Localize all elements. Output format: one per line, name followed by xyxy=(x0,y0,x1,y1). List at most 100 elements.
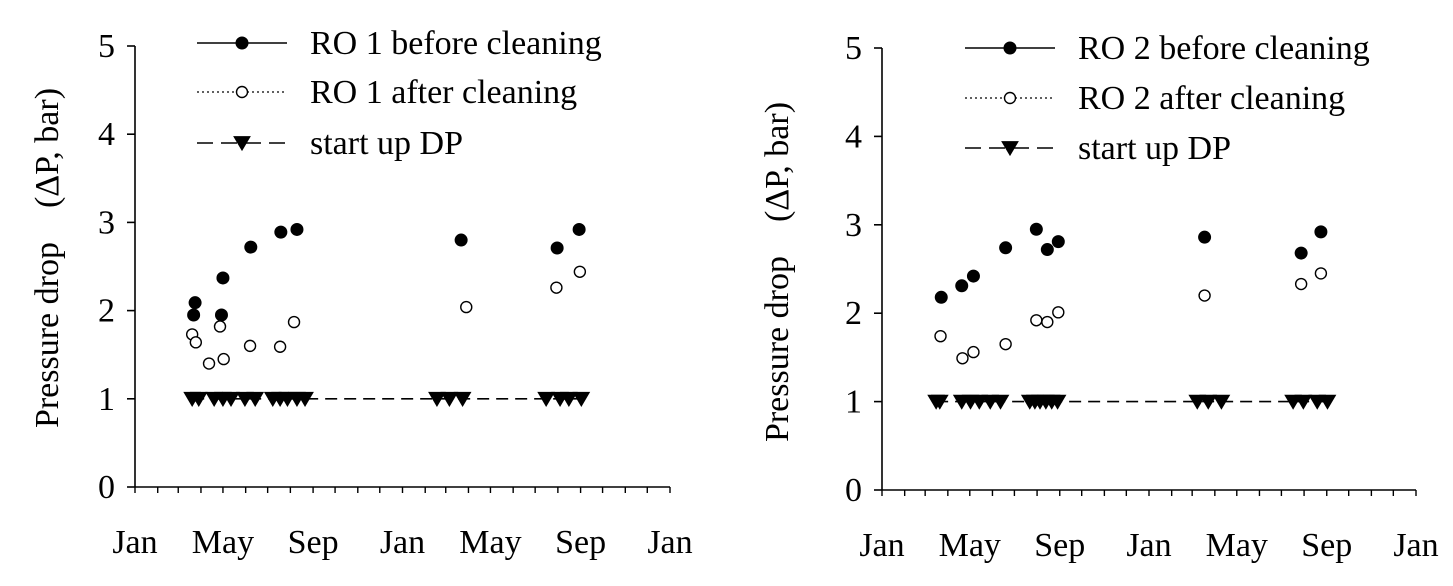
legend-marker xyxy=(235,85,249,99)
legend-label: RO 1 before cleaning xyxy=(310,25,602,62)
data-point xyxy=(1188,394,1207,410)
data-point xyxy=(244,240,258,254)
data-point xyxy=(1212,394,1231,410)
data-point xyxy=(290,222,304,236)
data-point xyxy=(246,391,265,407)
data-point xyxy=(967,345,980,359)
data-point xyxy=(966,269,980,283)
x-tick-label: Jan xyxy=(380,524,425,561)
data-point xyxy=(999,241,1013,255)
data-point xyxy=(460,300,473,314)
x-tick-label: Jan xyxy=(647,524,692,561)
legend-marker xyxy=(235,36,249,50)
data-point xyxy=(187,308,201,322)
legend-label: RO 2 after cleaning xyxy=(1078,80,1345,117)
legend-label: RO 2 before cleaning xyxy=(1078,30,1370,67)
data-point xyxy=(454,233,468,247)
data-point xyxy=(1029,222,1043,236)
x-tick-label: May xyxy=(939,527,1001,564)
x-tick-label: Jan xyxy=(1126,527,1171,564)
x-tick-label: Jan xyxy=(112,524,157,561)
chart-panel-2: 0 1 2 3 4 5 Jan May Sep Jan May Sep Jan Pressure drop… xyxy=(759,30,1439,564)
data-point xyxy=(537,391,556,407)
x-tick-label: Sep xyxy=(1301,527,1352,564)
legend: RO 1 before cleaning RO 1 after cleaning s… xyxy=(197,25,602,162)
data-point xyxy=(216,271,230,285)
data-point xyxy=(1294,394,1313,410)
legend-marker xyxy=(1001,141,1019,157)
y-tick-label: 5 xyxy=(98,28,115,65)
data-point xyxy=(1041,315,1054,329)
data-point xyxy=(213,320,227,333)
y-axis-label: Pressure drop (ΔP, bar) xyxy=(759,102,796,442)
series-2 xyxy=(934,267,1328,365)
data-point xyxy=(1314,267,1328,280)
y-tick-label: 1 xyxy=(98,381,115,418)
y-tick-label: 1 xyxy=(845,384,862,421)
data-point xyxy=(428,391,446,407)
y-tick-label: 0 xyxy=(98,469,115,506)
y-tick-label: 4 xyxy=(98,116,115,153)
data-point xyxy=(1030,314,1043,327)
data-point xyxy=(189,336,203,349)
x-tick-label: Sep xyxy=(1034,527,1085,564)
data-point xyxy=(453,391,472,407)
data-point xyxy=(1198,289,1211,302)
data-point xyxy=(217,352,230,366)
x-tick-label: May xyxy=(1206,527,1268,564)
legend-marker xyxy=(233,136,251,152)
data-point xyxy=(1198,230,1212,244)
legend-marker xyxy=(1003,91,1017,105)
data-point xyxy=(550,281,563,294)
x-tick-label: Jan xyxy=(859,527,904,564)
data-point xyxy=(214,308,228,322)
data-point xyxy=(189,391,208,407)
data-point xyxy=(572,391,591,407)
data-point xyxy=(991,394,1010,410)
data-point xyxy=(956,352,969,365)
data-point xyxy=(1048,394,1067,410)
y-tick-label: 2 xyxy=(845,295,862,332)
y-tick-label: 0 xyxy=(845,472,862,509)
legend: RO 2 before cleaning RO 2 after cleaning s… xyxy=(965,30,1370,167)
legend-label: RO 1 after cleaning xyxy=(310,74,577,111)
y-tick-label: 3 xyxy=(845,207,862,244)
data-point xyxy=(274,225,288,239)
y-tick-label: 5 xyxy=(845,30,862,67)
data-point xyxy=(1199,394,1218,410)
data-point xyxy=(188,296,202,310)
data-point xyxy=(572,222,586,236)
data-point xyxy=(287,315,301,329)
data-point xyxy=(1314,225,1328,239)
data-point xyxy=(1052,306,1065,319)
data-point xyxy=(1318,394,1337,410)
data-point xyxy=(296,391,314,407)
data-point xyxy=(1294,277,1308,291)
chart-panel-1: 0 1 2 3 4 5 Jan May Sep Jan May Sep Jan Pressure drop… xyxy=(29,25,693,561)
x-tick-label: Sep xyxy=(555,524,606,561)
data-point xyxy=(559,391,578,407)
data-point xyxy=(970,394,989,410)
data-point xyxy=(1294,246,1308,260)
legend-label: start up DP xyxy=(310,125,463,162)
data-point xyxy=(934,329,947,343)
data-point xyxy=(440,391,459,407)
legend-label: start up DP xyxy=(1078,130,1231,167)
x-tick-label: Jan xyxy=(1393,527,1438,564)
x-tick-label: May xyxy=(459,524,521,561)
data-point xyxy=(1051,235,1065,249)
x-tick-label: Sep xyxy=(288,524,339,561)
data-point xyxy=(934,290,948,304)
series-1 xyxy=(934,222,1328,304)
data-point xyxy=(202,357,216,370)
data-point xyxy=(999,337,1012,351)
y-tick-label: 3 xyxy=(98,204,115,241)
data-point xyxy=(955,279,969,293)
data-point xyxy=(573,265,587,278)
y-tick-label: 4 xyxy=(845,118,862,155)
x-tick-label: May xyxy=(192,524,254,561)
y-tick-label: 2 xyxy=(98,293,115,330)
legend-marker xyxy=(1003,41,1017,55)
data-point xyxy=(273,340,287,353)
